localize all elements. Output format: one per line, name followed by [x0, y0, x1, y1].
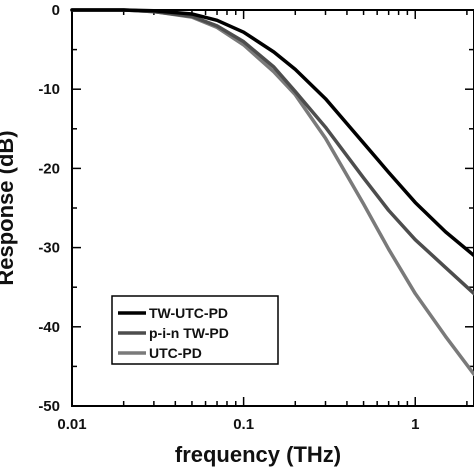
legend-label-p-i-n-tw-pd: p-i-n TW-PD — [149, 325, 229, 341]
y-tick-label: -10 — [38, 81, 60, 98]
legend-label-utc-pd: UTC-PD — [149, 345, 202, 361]
y-tick-label: -50 — [38, 398, 60, 415]
series-line-tw-utc-pd — [70, 8, 474, 258]
x-axis-title: frequency (THz) — [175, 442, 341, 467]
y-tick-label: -20 — [38, 160, 60, 177]
x-axis-ticks: 0.01 0.1 1 — [57, 10, 468, 433]
y-axis-ticks: 0 -10 -20 -30 -40 -50 — [38, 2, 474, 415]
y-tick-label: -30 — [38, 240, 60, 257]
x-tick-label: 0.01 — [57, 416, 86, 433]
y-tick-label: -40 — [38, 319, 60, 336]
legend: TW-UTC-PD p-i-n TW-PD UTC-PD — [111, 295, 279, 365]
y-tick-label: 0 — [52, 2, 60, 19]
series-layer — [70, 8, 474, 377]
x-tick-label: 1 — [411, 416, 419, 433]
legend-label-tw-utc-pd: TW-UTC-PD — [149, 305, 228, 321]
x-tick-label: 0.1 — [233, 416, 254, 433]
y-axis-title: Response (dB) — [0, 130, 18, 285]
